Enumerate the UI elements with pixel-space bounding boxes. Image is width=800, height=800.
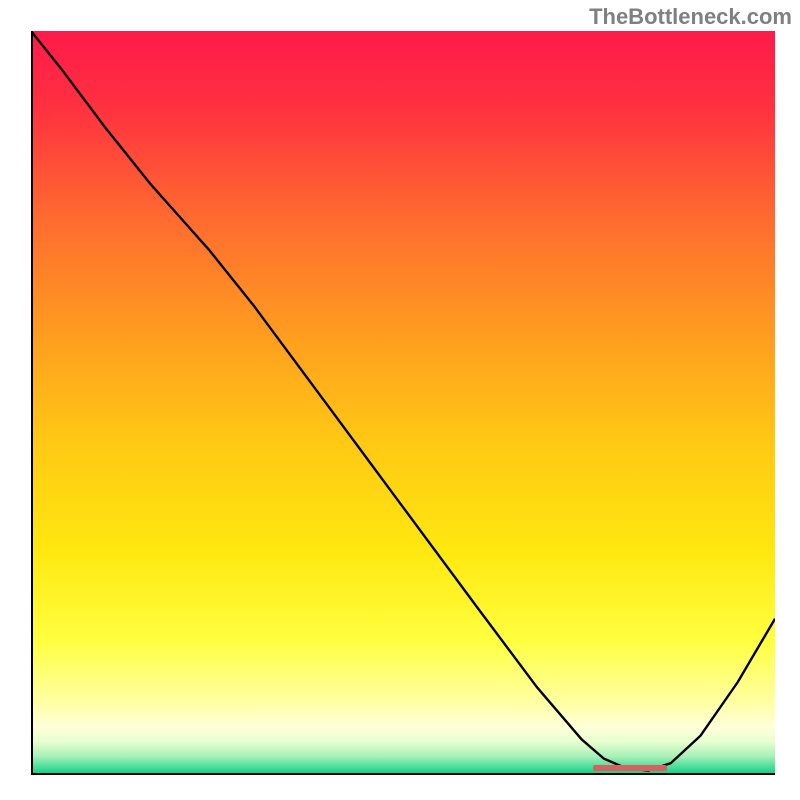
chart-svg (31, 31, 775, 775)
chart-background (31, 31, 775, 775)
curve-minimum-marker (593, 765, 667, 771)
watermark-text: TheBottleneck.com (589, 4, 792, 30)
chart-plot-area (31, 31, 775, 775)
